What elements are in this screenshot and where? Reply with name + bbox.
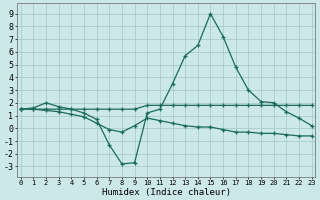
- X-axis label: Humidex (Indice chaleur): Humidex (Indice chaleur): [102, 188, 231, 197]
